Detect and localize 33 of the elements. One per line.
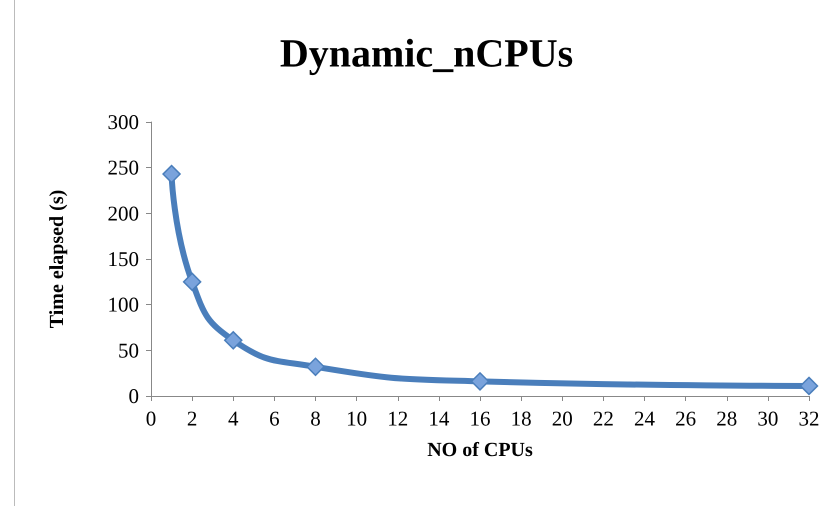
- y-tick-label: 150: [108, 247, 139, 271]
- y-tick-label: 250: [108, 156, 139, 180]
- x-tick-label: 0: [146, 406, 156, 430]
- y-tick-label: 300: [108, 110, 139, 134]
- point: [224, 331, 242, 350]
- x-tick-label: 32: [798, 406, 820, 430]
- x-tick-label: 30: [757, 406, 778, 430]
- x-tick-label: 26: [675, 406, 696, 430]
- x-tick-label: 4: [228, 406, 239, 430]
- x-tick-label: 2: [186, 406, 198, 430]
- x-tick-label: 28: [716, 406, 738, 430]
- point: [470, 372, 490, 391]
- x-tick-label: 16: [470, 406, 490, 430]
- x-tick-label: 20: [552, 406, 573, 430]
- y-tick-label: 200: [108, 201, 139, 226]
- point: [162, 164, 181, 184]
- x-tick-label: 12: [387, 406, 408, 430]
- y-axis-title: Time elapsed (s): [46, 190, 68, 328]
- x-axis-title: NO of CPUs: [427, 439, 533, 461]
- x-tick-label: 10: [346, 406, 368, 430]
- x-tick-label: 18: [510, 406, 532, 430]
- point: [800, 376, 818, 396]
- x-tick-label: 8: [310, 406, 321, 430]
- y-tick-label: 50: [118, 338, 139, 362]
- x-tick-label: 22: [592, 406, 614, 430]
- x-tick-label: 24: [634, 406, 656, 430]
- x-tick-label: 6: [269, 406, 280, 430]
- chart-title: Dynamic_nCPUs: [280, 30, 574, 76]
- point: [306, 358, 325, 376]
- y-tick-label: 0: [128, 384, 139, 408]
- point: [182, 272, 202, 292]
- y-tick-label: 100: [108, 292, 139, 317]
- x-tick-label: 14: [428, 406, 450, 430]
